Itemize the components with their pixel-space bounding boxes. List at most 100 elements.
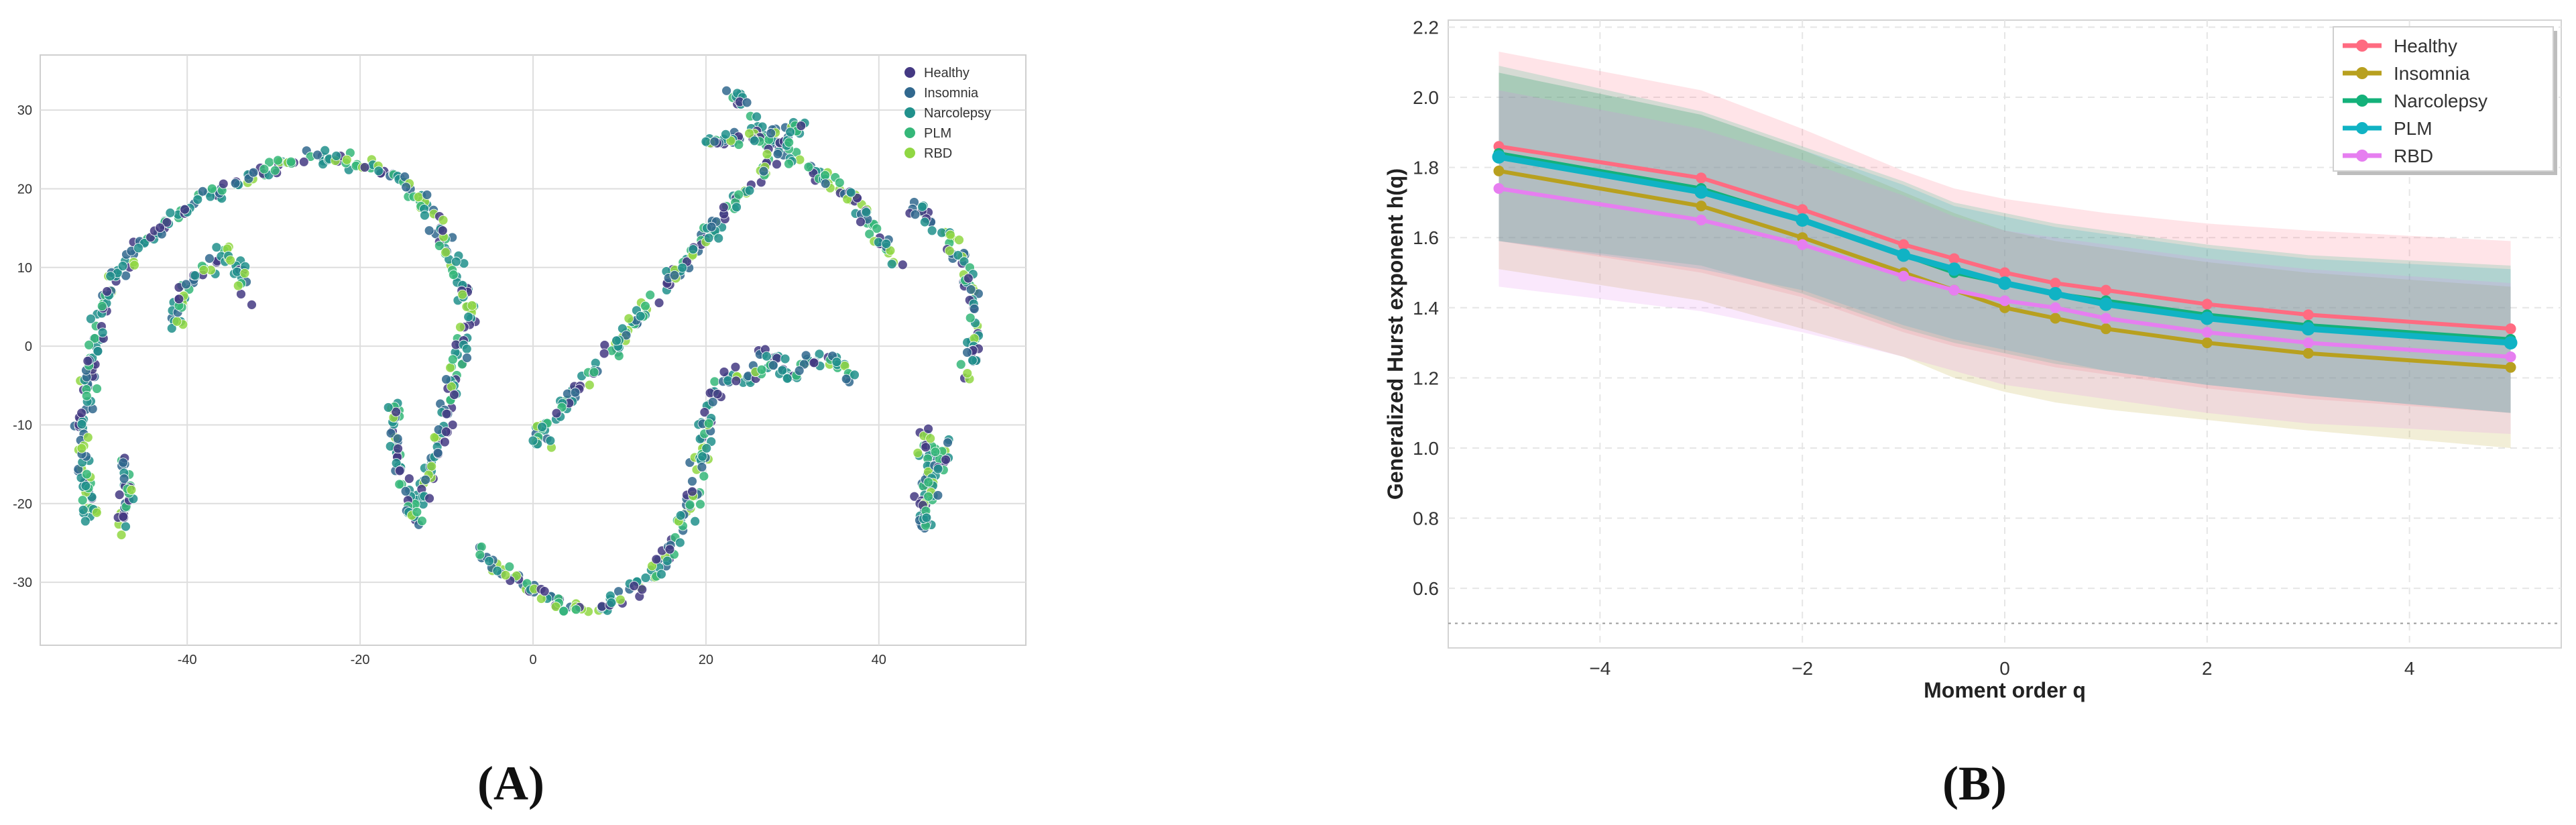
scatter-point: [449, 390, 459, 400]
scatter-point: [752, 111, 762, 122]
panel-b-x-tick: 4: [2404, 658, 2415, 679]
scatter-point: [927, 225, 937, 236]
scatter-point: [635, 311, 646, 321]
scatter-point: [570, 387, 581, 398]
data-point-healthy: [1696, 172, 1707, 184]
scatter-point: [758, 166, 769, 176]
scatter-point: [445, 362, 455, 373]
scatter-point: [93, 346, 103, 356]
panel-a-legend-label: Narcolepsy: [924, 106, 991, 121]
data-point-rbd: [2100, 313, 2111, 324]
scatter-point: [426, 461, 437, 472]
scatter-point: [441, 247, 451, 258]
scatter-point: [640, 300, 650, 311]
scatter-point: [429, 432, 440, 443]
panel-b-legend-label: Narcolepsy: [2394, 91, 2487, 111]
data-point-rbd: [1999, 295, 2010, 307]
panel-b-series-lines: [1492, 141, 2518, 373]
scatter-point: [114, 490, 125, 500]
scatter-point: [856, 217, 866, 227]
panel-b-x-tick: −2: [1792, 658, 1813, 679]
data-point-plm: [2200, 311, 2214, 325]
data-point-healthy: [2505, 323, 2516, 335]
scatter-point: [500, 570, 511, 580]
scatter-point: [784, 137, 795, 148]
data-point-insomnia: [2050, 313, 2061, 324]
scatter-point: [762, 149, 772, 160]
scatter-point: [820, 178, 831, 189]
scatter-point: [239, 268, 250, 278]
scatter-point: [651, 554, 662, 565]
scatter-point: [943, 437, 953, 448]
scatter-point: [218, 178, 229, 189]
panel-b-hurst-chart: −4 −2 0 2 4 2.2 2.0 1.8 1.6 1.4 1.2 1.0 0.8 0.6 Mome…: [1383, 17, 2562, 702]
scatter-point: [721, 85, 731, 96]
panel-a-legend-marker: [904, 148, 915, 158]
panel-b-grid: [1448, 20, 2561, 648]
panel-a-points: [69, 85, 984, 617]
scatter-point: [766, 128, 776, 138]
scatter-point: [731, 202, 742, 213]
scatter-point: [559, 606, 569, 616]
scatter-point: [925, 433, 936, 444]
scatter-point: [76, 419, 87, 429]
panel-b-x-tick-labels: −4 −2 0 2 4: [1589, 658, 2414, 679]
scatter-point: [394, 479, 405, 490]
data-point-healthy: [2302, 309, 2314, 321]
scatter-point: [121, 521, 131, 532]
scatter-point: [919, 217, 930, 227]
panel-a-y-tick: 10: [17, 261, 32, 276]
data-point-rbd: [1493, 182, 1505, 194]
panel-a-label: (A): [477, 757, 544, 810]
panel-b-y-tick: 1.8: [1413, 158, 1439, 178]
scatter-point: [941, 454, 951, 465]
scatter-point: [734, 189, 744, 200]
data-point-healthy: [1898, 239, 1910, 250]
data-point-rbd: [1898, 270, 1910, 282]
scatter-point: [97, 301, 107, 311]
scatter-point: [897, 260, 908, 270]
scatter-point: [675, 537, 685, 548]
panel-b-y-tick: 1.6: [1413, 227, 1439, 248]
panel-b-y-tick: 2.0: [1413, 87, 1439, 108]
data-point-plm: [2099, 297, 2113, 311]
panel-b-x-tick: 2: [2202, 658, 2213, 679]
panel-a-y-tick: -30: [13, 575, 32, 590]
data-point-insomnia: [2201, 337, 2213, 349]
scatter-point: [383, 402, 394, 412]
scatter-point: [801, 350, 811, 361]
scatter-point: [102, 286, 113, 296]
scatter-point: [165, 207, 176, 218]
scatter-point: [687, 486, 697, 497]
scatter-point: [273, 155, 283, 166]
panel-b-legend-marker: [2356, 95, 2368, 107]
scatter-point: [881, 239, 892, 249]
scatter-point: [91, 507, 102, 518]
scatter-point: [861, 207, 872, 217]
scatter-point: [669, 270, 680, 280]
scatter-point: [923, 423, 933, 434]
scatter-point: [331, 151, 342, 161]
scatter-point: [965, 284, 976, 294]
scatter-point: [965, 313, 976, 323]
scatter-point: [599, 348, 609, 359]
scatter-point: [126, 484, 137, 495]
scatter-point: [945, 229, 955, 240]
scatter-point: [624, 313, 634, 324]
data-point-insomnia: [2100, 323, 2111, 335]
scatter-point: [475, 549, 485, 560]
scatter-point: [386, 428, 396, 439]
panel-a-legend-marker: [904, 67, 915, 78]
scatter-point: [953, 250, 963, 261]
panel-b-legend-label: RBD: [2394, 146, 2433, 166]
scatter-point: [852, 192, 862, 203]
scatter-point: [373, 166, 384, 176]
scatter-point: [190, 270, 200, 281]
scatter-point: [434, 241, 445, 251]
panel-b-y-tick: 1.4: [1413, 298, 1439, 319]
scatter-point: [886, 259, 897, 270]
panel-a-legend: Healthy Insomnia Narcolepsy PLM RBD: [904, 66, 991, 161]
scatter-point: [584, 380, 595, 390]
data-point-rbd: [1948, 284, 1960, 296]
scatter-point: [462, 353, 472, 363]
